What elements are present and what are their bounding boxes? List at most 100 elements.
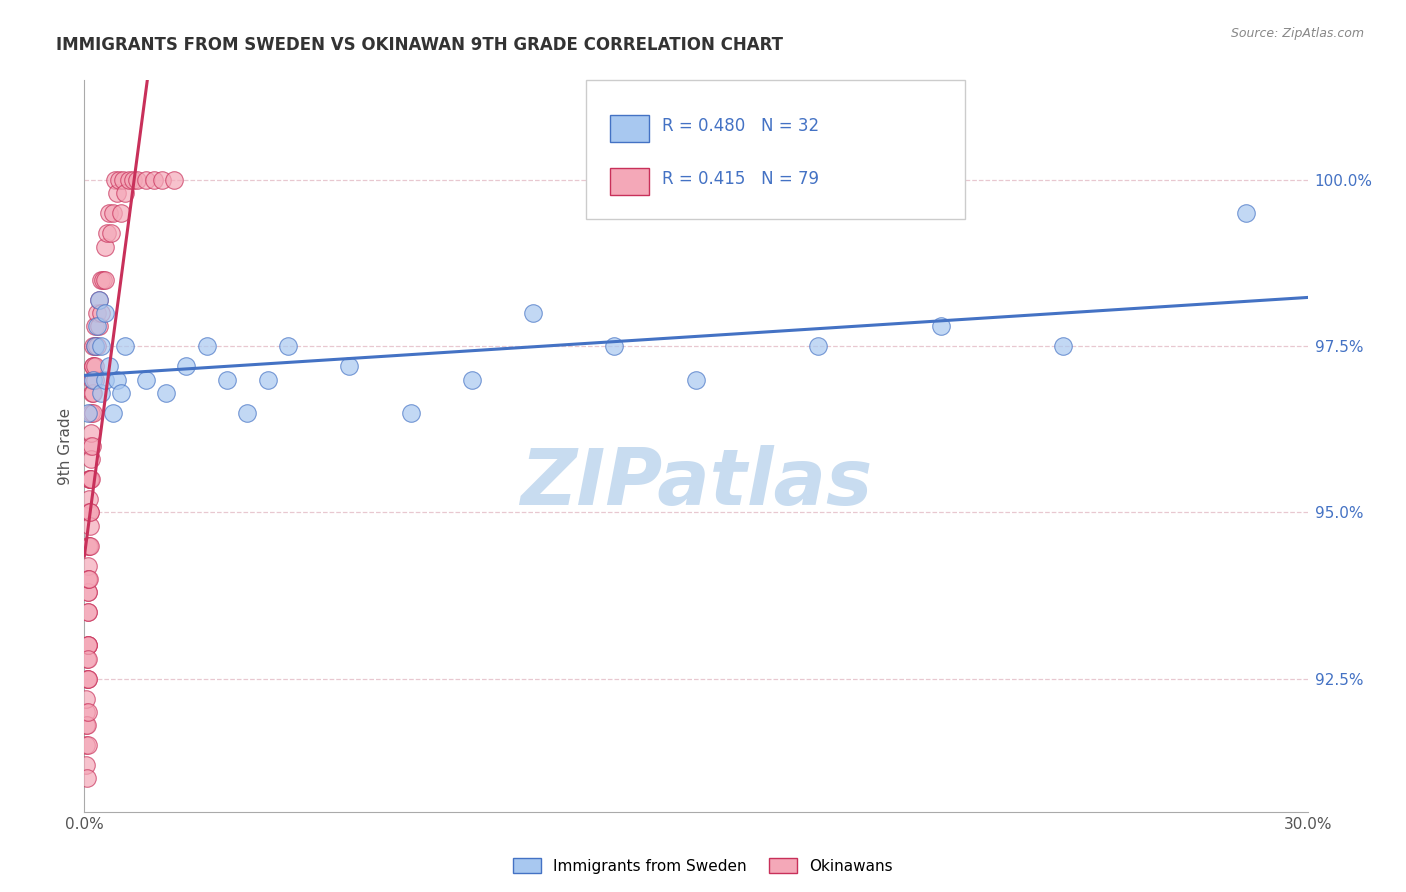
- Point: [83, 339, 105, 353]
- Point: [135, 173, 157, 187]
- Point: [110, 385, 132, 400]
- Point: [90, 306, 112, 320]
- Point: [77, 585, 100, 599]
- Point: [135, 372, 157, 386]
- Point: [79, 472, 101, 486]
- Point: [97, 206, 120, 220]
- Text: R = 0.415   N = 79: R = 0.415 N = 79: [662, 170, 818, 188]
- Point: [77, 572, 100, 586]
- Point: [79, 439, 101, 453]
- Point: [1052, 339, 1074, 353]
- Point: [105, 186, 128, 201]
- Point: [603, 339, 626, 353]
- Point: [84, 359, 107, 374]
- Point: [104, 173, 127, 187]
- Point: [80, 385, 103, 400]
- Legend: Immigrants from Sweden, Okinawans: Immigrants from Sweden, Okinawans: [508, 852, 898, 880]
- Point: [77, 652, 100, 666]
- Point: [77, 539, 100, 553]
- Point: [114, 186, 136, 201]
- Point: [118, 173, 141, 187]
- Point: [77, 472, 100, 486]
- Point: [90, 273, 112, 287]
- Point: [87, 293, 110, 307]
- Point: [80, 372, 103, 386]
- Point: [86, 319, 108, 334]
- Point: [685, 372, 707, 386]
- Point: [77, 639, 100, 653]
- Text: R = 0.480   N = 32: R = 0.480 N = 32: [662, 117, 818, 135]
- Point: [90, 339, 112, 353]
- Point: [76, 772, 98, 786]
- Point: [217, 372, 239, 386]
- Point: [82, 359, 104, 374]
- Point: [93, 239, 115, 253]
- Point: [91, 273, 114, 287]
- Point: [75, 691, 97, 706]
- Point: [195, 339, 218, 353]
- Point: [163, 173, 186, 187]
- Point: [76, 672, 98, 686]
- Point: [82, 406, 104, 420]
- Point: [93, 273, 115, 287]
- Point: [257, 372, 280, 386]
- Point: [929, 319, 952, 334]
- Point: [82, 359, 104, 374]
- Point: [97, 359, 120, 374]
- Point: [461, 372, 484, 386]
- Point: [155, 385, 177, 400]
- Point: [76, 672, 98, 686]
- Point: [80, 406, 103, 420]
- Point: [76, 652, 98, 666]
- Point: [76, 585, 98, 599]
- Point: [79, 539, 101, 553]
- Point: [76, 738, 98, 752]
- Point: [80, 452, 103, 467]
- Point: [82, 339, 104, 353]
- Point: [79, 472, 101, 486]
- Point: [108, 173, 131, 187]
- Point: [90, 385, 112, 400]
- Point: [112, 173, 135, 187]
- Point: [114, 339, 136, 353]
- Point: [127, 173, 149, 187]
- Point: [80, 425, 103, 440]
- Point: [77, 506, 100, 520]
- Point: [174, 359, 197, 374]
- Y-axis label: 9th Grade: 9th Grade: [58, 408, 73, 484]
- Point: [77, 558, 100, 573]
- Point: [77, 605, 100, 619]
- Point: [122, 173, 145, 187]
- Point: [82, 385, 104, 400]
- Point: [77, 672, 100, 686]
- Point: [84, 319, 107, 334]
- Point: [522, 306, 544, 320]
- Point: [76, 705, 98, 719]
- Point: [96, 226, 118, 240]
- Point: [101, 406, 124, 420]
- FancyBboxPatch shape: [610, 115, 650, 142]
- Point: [150, 173, 173, 187]
- Point: [807, 339, 830, 353]
- Point: [77, 639, 100, 653]
- Point: [79, 506, 101, 520]
- Point: [76, 605, 98, 619]
- Point: [75, 758, 97, 772]
- Text: Source: ZipAtlas.com: Source: ZipAtlas.com: [1230, 27, 1364, 40]
- Point: [236, 406, 259, 420]
- Text: IMMIGRANTS FROM SWEDEN VS OKINAWAN 9TH GRADE CORRELATION CHART: IMMIGRANTS FROM SWEDEN VS OKINAWAN 9TH G…: [56, 36, 783, 54]
- Point: [100, 226, 122, 240]
- Point: [77, 539, 100, 553]
- Point: [277, 339, 299, 353]
- Point: [79, 506, 101, 520]
- Point: [101, 206, 124, 220]
- Point: [93, 306, 115, 320]
- Point: [83, 339, 105, 353]
- FancyBboxPatch shape: [610, 168, 650, 195]
- Point: [1236, 206, 1258, 220]
- Point: [75, 738, 97, 752]
- Point: [399, 406, 422, 420]
- Point: [76, 718, 98, 732]
- Point: [87, 319, 110, 334]
- Point: [80, 472, 103, 486]
